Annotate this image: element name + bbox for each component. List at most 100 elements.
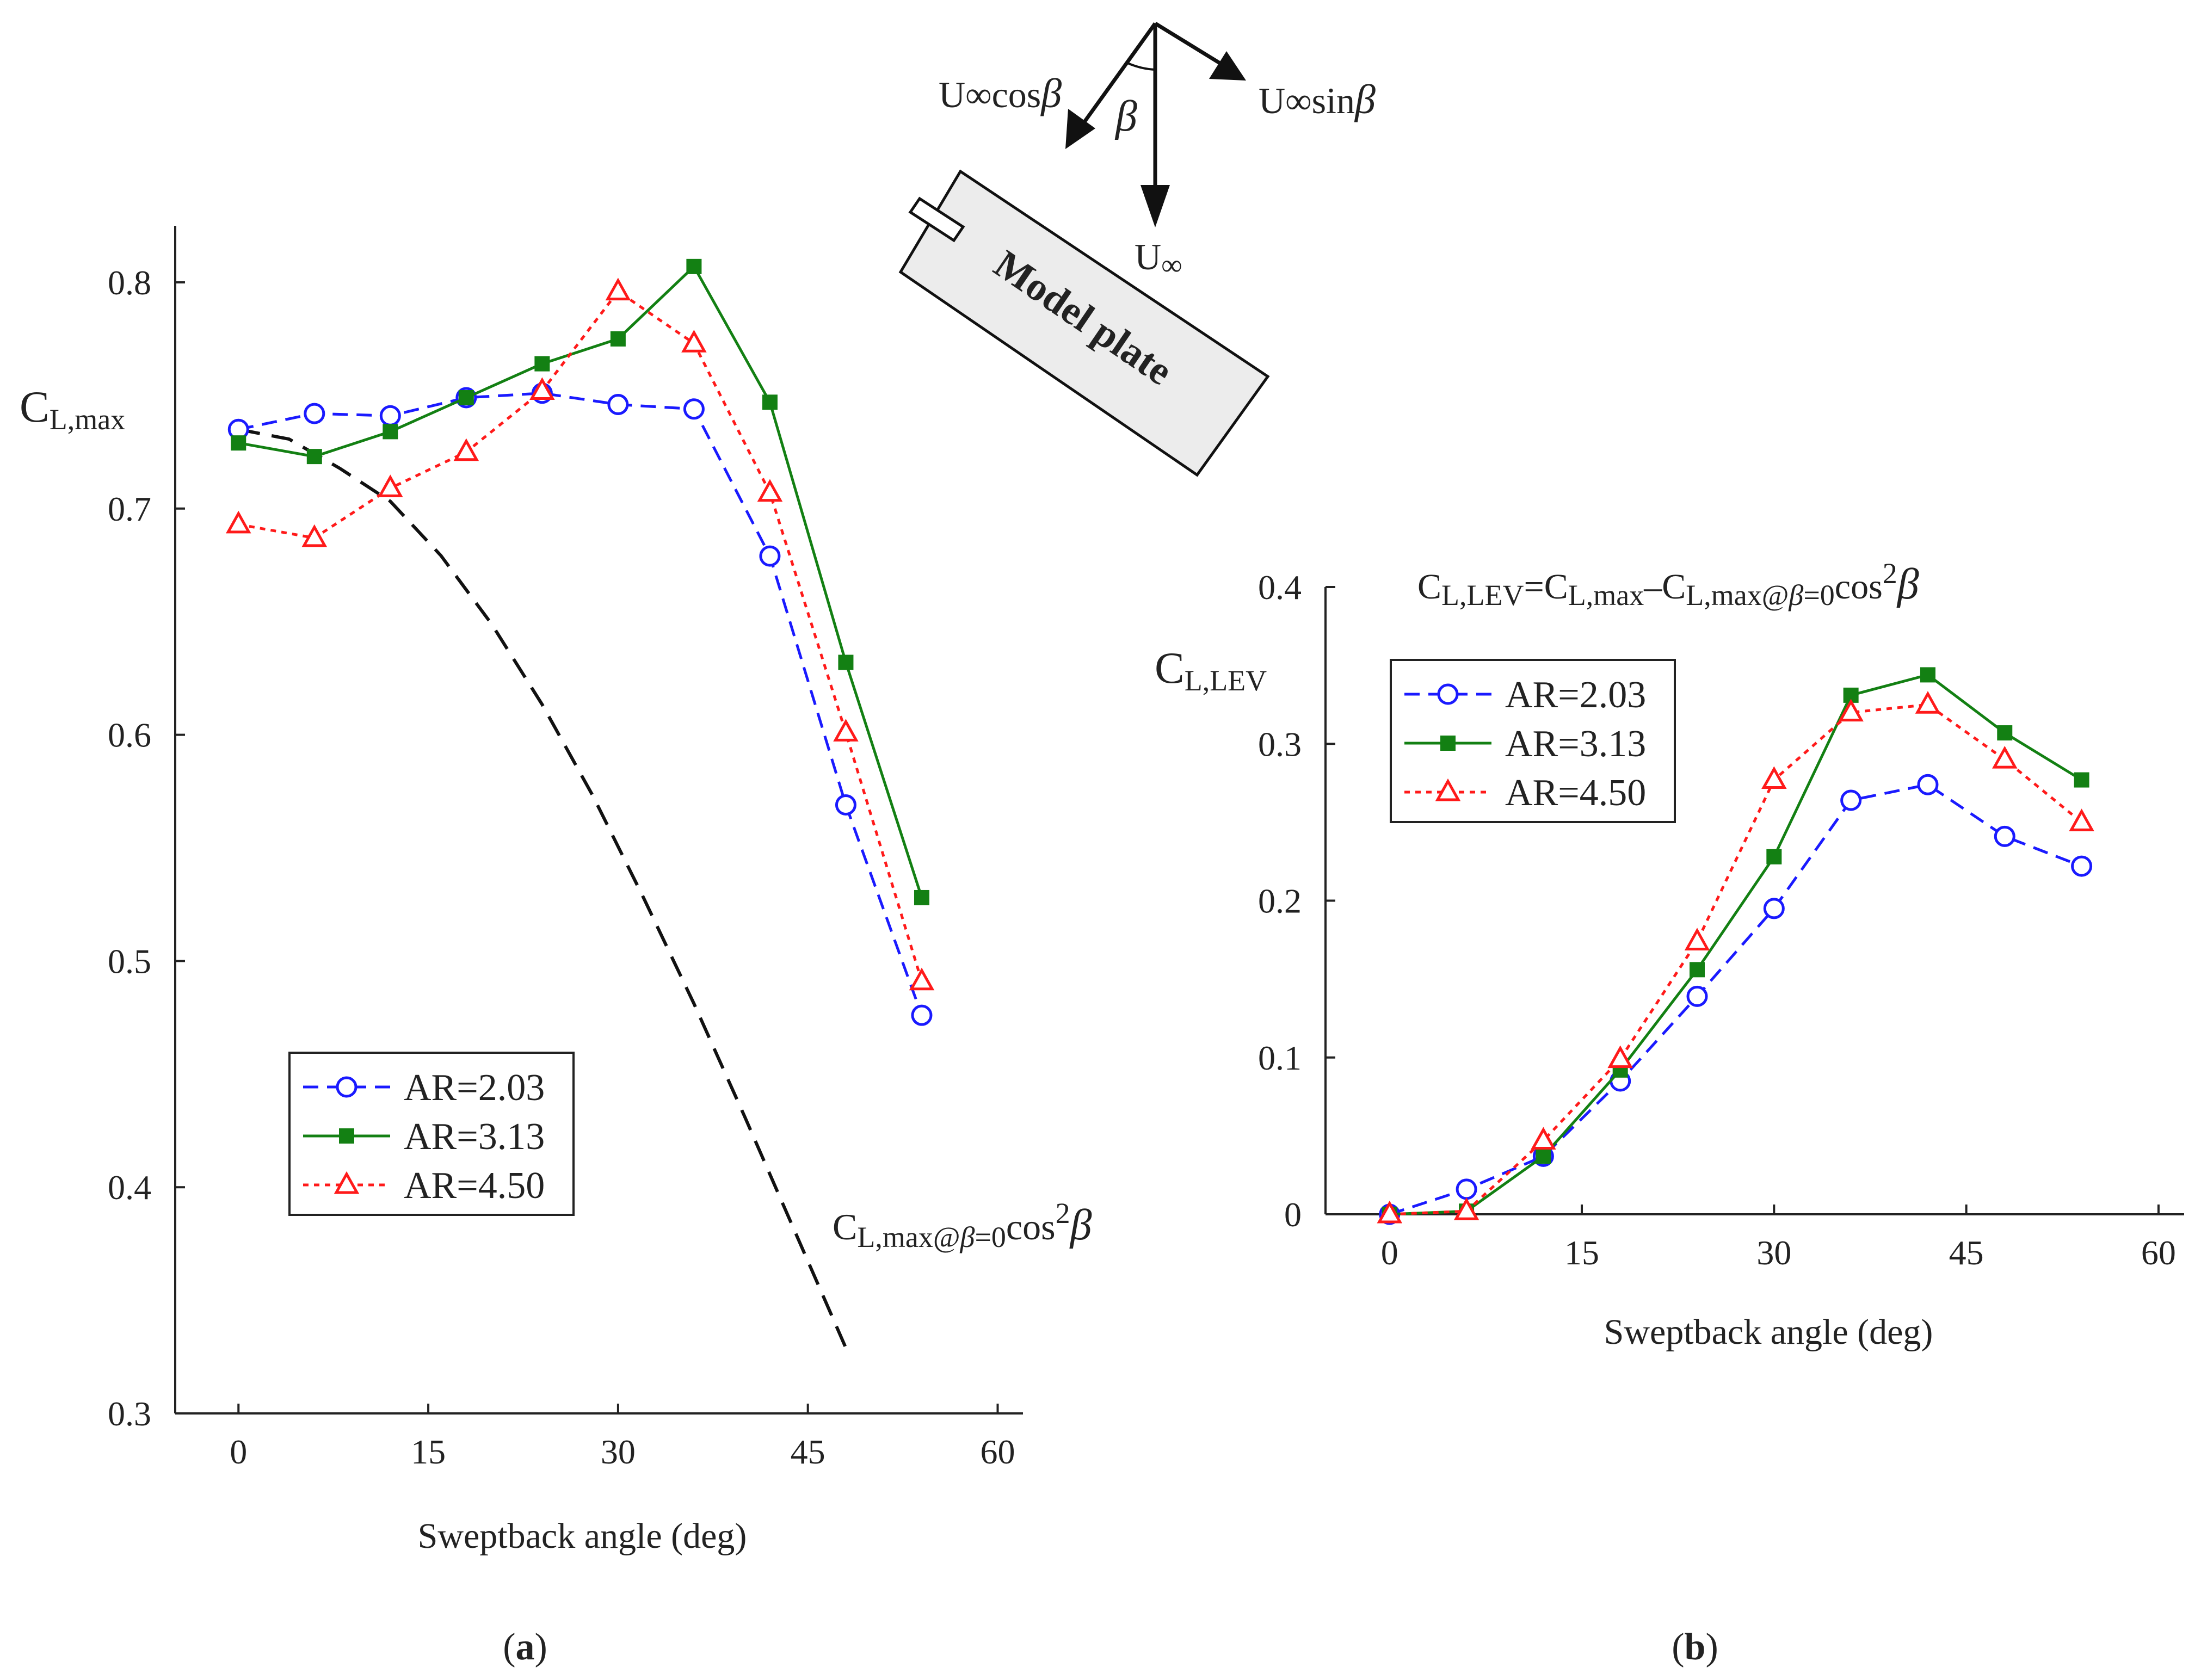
panel-a-x-axis-label: Sweptback angle (deg) [418, 1516, 747, 1556]
panel-b-series [1377, 667, 2094, 1225]
a-y-tick-label: 0.7 [108, 490, 151, 528]
a-series-2-point [838, 654, 854, 670]
b-y-tick-label: 0.3 [1258, 725, 1302, 763]
b-series-3-point [1838, 699, 1864, 722]
a-series-1-point [911, 1004, 933, 1026]
a-series-3-point [833, 719, 859, 742]
u-cos-arrowhead-icon [1065, 109, 1095, 149]
a-x-tick-label: 60 [980, 1432, 1015, 1471]
panel-a-legend-keys [303, 1076, 390, 1194]
a-series-2-point [762, 394, 778, 410]
panel-b-formula: CL,LEV=CL,max–CL,max@β=0cos2β [1417, 557, 1919, 612]
model-plate: Model plate [898, 169, 1270, 477]
model-plate-mount [908, 196, 965, 243]
a-x-tick-label: 15 [411, 1432, 446, 1471]
panel-b-legend-keys [1404, 683, 1491, 801]
b-series-2-point [1920, 667, 1935, 683]
u-sin-label: U∞sinβ [1259, 77, 1376, 122]
b-series-3-point [1531, 1127, 1556, 1150]
a-series-1-point [607, 393, 629, 415]
b-x-tick-label: 0 [1381, 1233, 1398, 1272]
b-series-2-point [1536, 1148, 1551, 1164]
model-plate-body [898, 169, 1270, 477]
b-series-2-point [1766, 849, 1782, 864]
b-y-tick-label: 0.1 [1258, 1039, 1302, 1077]
a-series-1-line [238, 392, 923, 1016]
a-series-2-point [914, 890, 929, 905]
panel-b-legend-key-marker-3 [1435, 778, 1461, 801]
a-series-3 [226, 277, 935, 991]
a-series-3-point [378, 474, 403, 497]
beta-label: β [1114, 92, 1137, 140]
a-series-2-point [231, 435, 246, 451]
panel-a-legend-box [288, 1052, 575, 1216]
panel-a-legend-key-marker-2 [339, 1128, 354, 1144]
a-series-3-point [529, 377, 555, 400]
panel-a-legend: AR=2.03 AR=3.13 AR=4.50 [288, 1052, 575, 1216]
b-series-1-point [1686, 985, 1708, 1007]
b-y-tick-label: 0.4 [1258, 568, 1302, 607]
panel-b-legend-entry-1: AR=2.03 [1505, 674, 1646, 716]
b-series-1-point [2071, 855, 2093, 877]
a-series-1-point [835, 794, 856, 816]
b-y-tick-label: 0.2 [1258, 882, 1302, 921]
panel-a-legend-entry-3: AR=4.50 [404, 1165, 545, 1207]
panel-a-legend-key-marker-1 [336, 1076, 357, 1098]
a-y-tick-label: 0.4 [108, 1168, 151, 1207]
panel-b-label: (b) [1672, 1626, 1718, 1668]
b-series-1-point [1456, 1178, 1477, 1200]
a-x-tick-label: 30 [601, 1432, 636, 1471]
a-series-2-line [238, 264, 923, 898]
a-series-3-point [909, 967, 935, 991]
flow-diagram: U∞cosβ β U∞sinβ U∞ Model plate [898, 22, 1376, 477]
panel-a-legend-entry-1: AR=2.03 [404, 1067, 545, 1109]
b-x-tick-label: 60 [2141, 1233, 2176, 1272]
a-x-tick-label: 45 [791, 1432, 825, 1471]
a-y-tick-label: 0.6 [108, 716, 151, 755]
u-cos-label: U∞cosβ [939, 71, 1062, 116]
b-series-3-point [1992, 745, 2018, 769]
a-series-3-point [681, 330, 707, 353]
b-y-tick-label: 0 [1284, 1195, 1302, 1234]
b-series-1-point [1917, 774, 1939, 795]
b-x-tick-label: 30 [1756, 1233, 1791, 1272]
panel-b-legend-entry-2: AR=3.13 [1505, 723, 1646, 765]
b-series-1-point [1763, 898, 1785, 919]
u-cos-arrow-shaft [1078, 22, 1157, 129]
a-series-2-point [458, 390, 474, 406]
a-series-3-point [757, 479, 783, 502]
a-series-1 [227, 382, 933, 1026]
a-series-3-point [301, 524, 328, 547]
a-series-2-point [383, 424, 398, 440]
b-series-3-point [1684, 928, 1710, 950]
a-y-tick-label: 0.3 [108, 1394, 151, 1433]
panel-b-ticks: 0 15 30 45 60 0 0.1 0.2 0.3 0.4 [1258, 568, 2176, 1272]
b-series-1 [1379, 774, 2093, 1225]
a-series-2-point [534, 356, 550, 372]
panel-b-y-axis-label: CL,LEV [1155, 643, 1267, 697]
panel-a-legend-entry-2: AR=3.13 [404, 1116, 545, 1158]
panel-a-series [226, 258, 935, 1026]
a-series-1-point [379, 405, 401, 427]
panel-a-reference-curve [238, 428, 848, 1349]
panel-b-legend-box [1390, 659, 1676, 823]
b-series-2-line [1389, 673, 2082, 1216]
a-series-1-point [683, 398, 705, 420]
b-series-3-point [1607, 1045, 1633, 1068]
a-series-2-point [610, 331, 626, 347]
u-inf-arrowhead-icon [1141, 185, 1170, 227]
b-series-1-point [1994, 825, 2015, 847]
a-series-2-point [686, 258, 702, 274]
a-reference-line [238, 428, 848, 1349]
u-sin-arrowhead-icon [1209, 51, 1246, 81]
a-series-3-point [605, 277, 631, 301]
b-series-3-point [2069, 808, 2094, 831]
a-x-tick-label: 0 [230, 1432, 247, 1471]
a-series-2 [231, 258, 929, 905]
panel-b-legend-key-marker-2 [1440, 736, 1456, 751]
b-series-3-point [1915, 691, 1941, 714]
b-series-2-point [2074, 772, 2089, 788]
a-series-3-point [453, 438, 479, 461]
b-series-3 [1377, 691, 2094, 1224]
